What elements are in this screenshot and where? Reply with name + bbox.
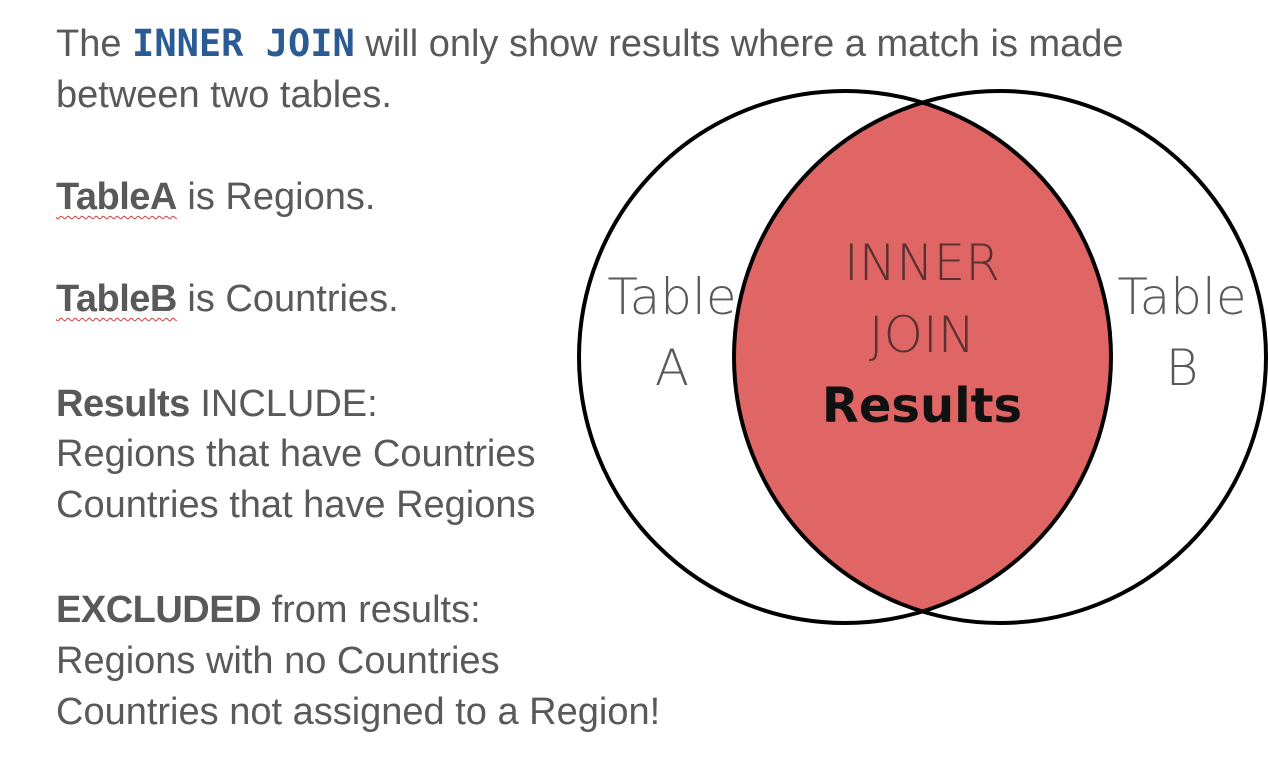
venn-center-line2: JOIN: [869, 306, 975, 364]
results-heading-rest: INCLUDE:: [189, 383, 378, 425]
table-b-description: is Countries.: [176, 278, 399, 320]
table-a-description: is Regions.: [176, 176, 376, 218]
venn-circle-table-a: [577, 89, 1113, 625]
venn-circle-table-b: [732, 89, 1268, 625]
excluded-heading-rest: from results:: [261, 589, 481, 631]
results-item: Countries that have Regions: [56, 484, 536, 526]
venn-center-line1: INNER: [844, 234, 1000, 292]
results-item: Regions that have Countries: [56, 433, 536, 475]
table-b-line: TableB is Countries.: [56, 275, 399, 323]
venn-intersection: [734, 91, 1111, 623]
excluded-heading-bold: EXCLUDED: [56, 589, 262, 631]
excluded-item: Regions with no Countries: [56, 640, 500, 682]
table-a-name: TableA: [56, 176, 177, 218]
venn-center-line3: Results: [822, 378, 1022, 434]
excluded-item: Countries not assigned to a Region!: [56, 691, 661, 733]
intro-line-1: The INNER JOIN will only show results wh…: [56, 20, 1124, 68]
venn-label-a-line2: A: [655, 339, 689, 397]
venn-label-b-line1: Table: [1117, 268, 1246, 326]
table-b-name: TableB: [56, 278, 177, 320]
inner-join-keyword: INNER JOIN: [132, 22, 355, 65]
venn-label-b-line2: B: [1166, 339, 1199, 397]
table-a-line: TableA is Regions.: [56, 173, 375, 221]
results-heading: Results INCLUDE:: [56, 380, 378, 428]
intro-suffix: will only show results where a match is …: [354, 23, 1124, 65]
excluded-heading: EXCLUDED from results:: [56, 586, 481, 634]
intro-prefix: The: [56, 23, 133, 65]
results-heading-bold: Results: [56, 383, 190, 425]
venn-label-a-line1: Table: [607, 268, 736, 326]
intro-line-2: between two tables.: [56, 74, 392, 116]
